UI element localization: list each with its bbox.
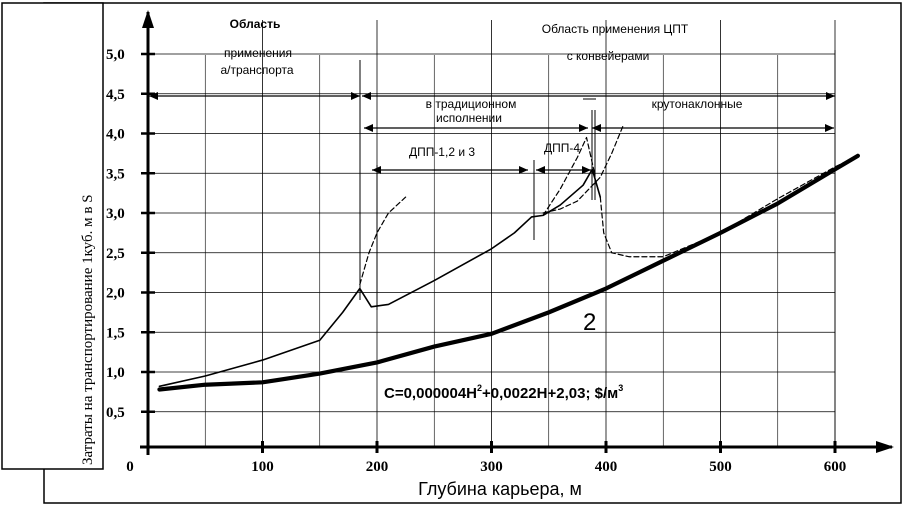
formula-rest: +0,0022H+2,03; $/м (482, 385, 618, 402)
series-line-1-thin (158, 168, 602, 388)
range-dpp4-right-head (582, 166, 591, 174)
range-cpt-left-head (362, 92, 371, 100)
annot-region-truck-3: а/транспорта (220, 63, 293, 77)
range-dpp123-right-head (519, 166, 528, 174)
y-tick-labels: 0,5 1,0 1,5 2,0 2,5 3,0 3,5 4,0 4,5 5,0 (106, 47, 125, 421)
range-arrows (149, 60, 835, 310)
range-truck-right-head (351, 92, 360, 100)
range-dpp4-left-head (536, 166, 545, 174)
x-tick-label-0: 0 (126, 459, 134, 475)
annot-region-truck-2: применения (224, 46, 292, 60)
formula-exp2: 3 (618, 383, 623, 393)
x-tick-label-1: 100 (251, 459, 274, 475)
annot-region-cpt: Область применения ЦПТ (542, 22, 689, 36)
series-group (157, 124, 861, 392)
y-tick-label-8: 4,5 (106, 87, 125, 103)
y-tick-label-1: 1,0 (106, 365, 125, 381)
x-axis-label: Глубина карьера, м (418, 479, 582, 499)
y-tick-label-5: 3,0 (106, 206, 125, 222)
annot-steep: крутонаклонные (652, 97, 743, 111)
y-tick-label-0: 0,5 (106, 405, 125, 421)
annot-traditional-1: в традиционном (426, 97, 517, 111)
x-tick-label-5: 500 (709, 459, 732, 475)
range-traditional (364, 124, 588, 132)
formula-main: C=0,000004H (384, 385, 477, 402)
range-cpt-right-head (826, 92, 835, 100)
annot-dpp123: ДПП-1,2 и 3 (409, 145, 475, 159)
annot-dpp4: ДПП-4 (544, 141, 580, 155)
x-tick-label-2: 200 (366, 459, 389, 475)
range-truck-left-head (149, 92, 158, 100)
y-tick-label-6: 3,5 (106, 166, 125, 182)
series-line-5-dashed (542, 124, 624, 214)
range-truck (149, 92, 360, 100)
annot-with-conveyors: с конвейерами (567, 49, 650, 63)
y-tick-label-3: 2,0 (106, 286, 125, 302)
series-line-2-dashed (359, 196, 407, 286)
x-tick-label-4: 400 (595, 459, 618, 475)
annot-region-truck-1: Область (230, 17, 281, 31)
curve-label: 2 (583, 309, 596, 336)
y-axis-label: Затраты на транспортирование 1куб. м в S (80, 194, 96, 465)
series-line-4-dashed (599, 155, 859, 258)
range-cpt (362, 92, 835, 100)
y-tick-label-7: 4,0 (106, 127, 125, 143)
axes (140, 10, 894, 455)
series-line-0-thick (157, 153, 861, 392)
range-steep-left-head (592, 124, 601, 132)
x-tick-labels: 0 100 200 300 400 500 600 (126, 459, 846, 475)
range-dpp123 (372, 166, 528, 174)
range-steep-right-head (825, 124, 834, 132)
range-steep (592, 124, 834, 132)
formula: C=0,000004H2+0,0022H+2,03; $/м3 (384, 383, 623, 402)
range-dpp4 (536, 166, 591, 174)
range-traditional-left-head (364, 124, 373, 132)
annot-traditional-2: исполнении (436, 111, 502, 125)
y-tick-label-4: 2,5 (106, 246, 125, 262)
x-tick-label-6: 600 (824, 459, 847, 475)
ylabel-box (1, 2, 104, 470)
y-tick-label-9: 5,0 (106, 47, 125, 63)
formula-exp: 2 (477, 383, 482, 393)
range-traditional-right-head (579, 124, 588, 132)
x-tick-label-3: 300 (480, 459, 503, 475)
y-tick-label-2: 1,5 (106, 325, 125, 341)
series-line-3-dashed (542, 136, 596, 216)
